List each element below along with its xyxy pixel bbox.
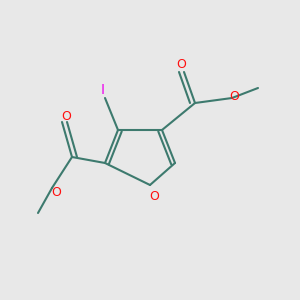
Text: O: O [149, 190, 159, 203]
Text: O: O [176, 58, 186, 70]
Text: O: O [61, 110, 71, 122]
Text: O: O [229, 89, 239, 103]
Text: I: I [101, 83, 105, 97]
Text: O: O [51, 185, 61, 199]
